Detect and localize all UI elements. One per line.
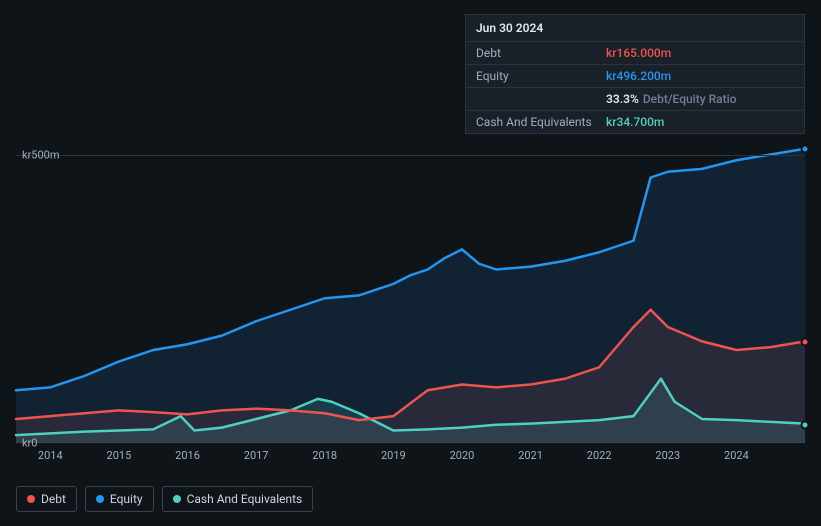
legend-label: Cash And Equivalents bbox=[187, 492, 303, 506]
x-axis-label: 2024 bbox=[724, 449, 749, 462]
y-axis-label: kr0 bbox=[22, 437, 38, 450]
gridline bbox=[16, 155, 805, 156]
legend: Debt Equity Cash And Equivalents bbox=[16, 486, 313, 512]
tooltip-row-value: kr34.700m bbox=[606, 115, 664, 129]
tooltip-row-label: Debt bbox=[476, 46, 606, 60]
x-axis-label: 2022 bbox=[587, 449, 612, 462]
x-axis-label: 2016 bbox=[175, 449, 200, 462]
tooltip-row-value: kr496.200m bbox=[606, 69, 671, 83]
series-end-marker bbox=[801, 420, 810, 429]
tooltip-ratio-label: Debt/Equity Ratio bbox=[643, 92, 737, 106]
tooltip-row: Debtkr165.000m bbox=[466, 42, 804, 65]
tooltip-row-label: Cash And Equivalents bbox=[476, 115, 606, 129]
tooltip-row-value: kr165.000m bbox=[606, 46, 671, 60]
legend-dot-icon bbox=[173, 495, 181, 503]
hover-tooltip: Jun 30 2024 Debtkr165.000mEquitykr496.20… bbox=[465, 14, 805, 134]
tooltip-ratio-pct: 33.3% bbox=[606, 92, 639, 106]
x-axis-label: 2017 bbox=[244, 449, 269, 462]
legend-item[interactable]: Cash And Equivalents bbox=[162, 486, 314, 512]
legend-item[interactable]: Debt bbox=[16, 486, 77, 512]
x-axis-label: 2014 bbox=[38, 449, 63, 462]
legend-dot-icon bbox=[96, 495, 104, 503]
legend-dot-icon bbox=[27, 495, 35, 503]
legend-item[interactable]: Equity bbox=[85, 486, 154, 512]
tooltip-row-label: Equity bbox=[476, 69, 606, 83]
tooltip-row-label bbox=[476, 92, 606, 106]
tooltip-date: Jun 30 2024 bbox=[466, 15, 804, 42]
x-axis-label: 2018 bbox=[312, 449, 337, 462]
tooltip-row: Equitykr496.200m bbox=[466, 65, 804, 88]
chart: kr0 kr500m 2014 2015 2016 2017 2018 2019 2020 20… bbox=[16, 125, 805, 465]
y-axis-label: kr500m bbox=[22, 148, 60, 161]
series-fill bbox=[16, 149, 805, 442]
x-axis-label: 2020 bbox=[450, 449, 475, 462]
x-axis-label: 2019 bbox=[381, 449, 406, 462]
x-axis-label: 2023 bbox=[655, 449, 680, 462]
tooltip-row: Cash And Equivalentskr34.700m bbox=[466, 111, 804, 133]
tooltip-row: 33.3% Debt/Equity Ratio bbox=[466, 88, 804, 111]
x-axis-label: 2021 bbox=[518, 449, 543, 462]
plot-area[interactable] bbox=[16, 143, 805, 443]
legend-label: Debt bbox=[41, 492, 66, 506]
legend-label: Equity bbox=[110, 492, 143, 506]
series-end-marker bbox=[801, 338, 810, 347]
x-axis-label: 2015 bbox=[107, 449, 132, 462]
series-end-marker bbox=[801, 144, 810, 153]
